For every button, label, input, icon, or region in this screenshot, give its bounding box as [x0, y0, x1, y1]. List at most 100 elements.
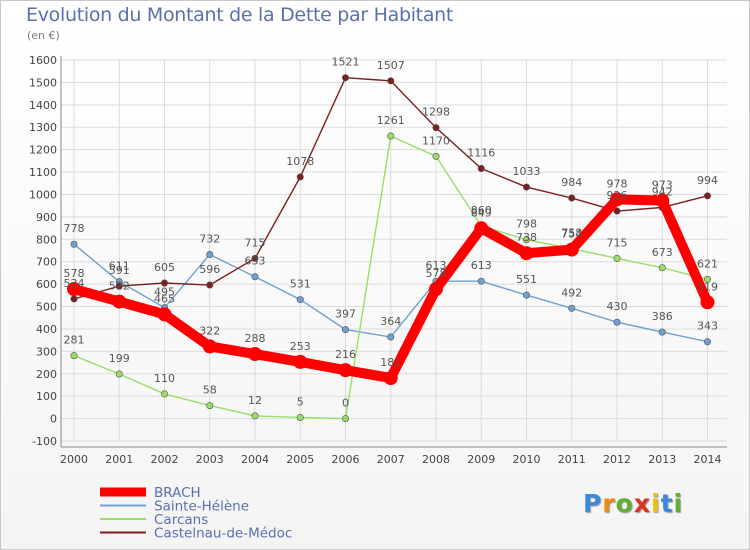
y-tick-label: 300	[36, 345, 57, 358]
data-point	[522, 291, 530, 299]
data-label: 738	[516, 231, 537, 244]
brach-point	[112, 294, 127, 309]
data-label: 754	[561, 228, 582, 241]
data-point	[658, 328, 666, 336]
legend-label: Castelnau-de-Médoc	[154, 526, 292, 542]
brach-point	[519, 246, 534, 261]
data-point	[703, 275, 711, 283]
brach-point	[293, 354, 308, 369]
logo-letter: x	[633, 489, 651, 518]
y-tick-label: 0	[50, 413, 57, 426]
data-point	[206, 251, 214, 259]
data-label: 633	[245, 255, 266, 268]
data-label: 596	[199, 263, 220, 276]
data-label: 926	[607, 189, 628, 202]
data-label: 430	[607, 300, 628, 313]
data-label: 519	[697, 280, 718, 293]
data-label: 578	[64, 267, 85, 280]
brach-point	[655, 193, 670, 208]
data-point	[613, 207, 621, 215]
y-tick-label: 1000	[29, 188, 57, 201]
data-point	[341, 415, 349, 423]
data-label: 253	[290, 340, 311, 353]
data-label: 978	[607, 177, 628, 190]
x-tick-label: 2005	[286, 453, 314, 466]
data-label: 1261	[377, 114, 405, 127]
x-tick-label: 2001	[105, 453, 133, 466]
x-tick-label: 2006	[332, 453, 360, 466]
data-point	[522, 236, 530, 244]
proxiti-logo: Proxiti	[583, 489, 683, 518]
brach-point	[700, 295, 715, 310]
data-point	[613, 254, 621, 262]
data-label: 288	[245, 332, 266, 345]
data-point	[251, 412, 259, 420]
data-label: 732	[199, 233, 220, 246]
brach-point	[338, 363, 353, 378]
data-label: 531	[290, 278, 311, 291]
chart-title: Evolution du Montant de la Dette par Hab…	[26, 4, 454, 26]
data-label: 798	[516, 218, 537, 231]
data-point	[387, 132, 395, 140]
data-label: 216	[335, 348, 356, 361]
brach-point	[383, 371, 398, 386]
x-tick-label: 2000	[60, 453, 88, 466]
y-tick-label: 900	[36, 211, 57, 224]
data-point	[251, 273, 259, 281]
data-point	[387, 333, 395, 341]
y-tick-label: 1600	[29, 54, 57, 67]
data-label: 534	[64, 277, 85, 290]
data-point	[161, 390, 169, 398]
logo-letter: o	[615, 489, 634, 518]
data-point	[703, 338, 711, 346]
data-point	[703, 192, 711, 200]
data-label: 778	[64, 222, 85, 235]
y-tick-label: 600	[36, 278, 57, 291]
data-label: 984	[561, 176, 582, 189]
data-label: 110	[154, 372, 175, 385]
data-label: 551	[516, 273, 537, 286]
data-label: 495	[154, 286, 175, 299]
data-label: 397	[335, 308, 356, 321]
data-label: 281	[64, 334, 85, 347]
x-tick-label: 2014	[694, 453, 722, 466]
y-tick-label: 1500	[29, 76, 57, 89]
logo-letter: i	[651, 489, 661, 518]
x-tick-label: 2012	[603, 453, 631, 466]
data-label: 58	[203, 384, 217, 397]
data-point	[568, 194, 576, 202]
brach-point	[610, 192, 624, 207]
data-point	[161, 279, 169, 287]
data-label: 860	[471, 204, 492, 217]
y-tick-label: 500	[36, 301, 57, 314]
data-label: 1170	[422, 134, 450, 147]
data-point	[296, 173, 304, 181]
x-tick-label: 2007	[377, 453, 405, 466]
data-label: 621	[697, 257, 718, 270]
y-tick-label: 200	[36, 368, 57, 381]
data-point	[115, 282, 123, 290]
data-label: 1298	[422, 106, 450, 119]
data-point	[568, 304, 576, 312]
y-tick-label: 1300	[29, 121, 57, 134]
data-label: 605	[154, 261, 175, 274]
data-point	[477, 164, 485, 172]
brach-point	[474, 221, 489, 236]
logo-letter: t	[660, 489, 674, 518]
x-tick-label: 2008	[422, 453, 450, 466]
data-point	[613, 318, 621, 326]
brach-point	[67, 282, 81, 297]
data-label: 673	[652, 246, 673, 259]
data-label: 322	[199, 324, 220, 337]
data-label: 942	[652, 185, 673, 198]
data-point	[70, 295, 78, 303]
data-label: 1507	[377, 59, 405, 72]
data-label: 364	[380, 315, 401, 328]
data-label: 343	[697, 320, 718, 333]
data-point	[296, 413, 304, 421]
data-point	[206, 402, 214, 410]
brach-point	[429, 282, 443, 297]
y-tick-label: 100	[36, 390, 57, 403]
